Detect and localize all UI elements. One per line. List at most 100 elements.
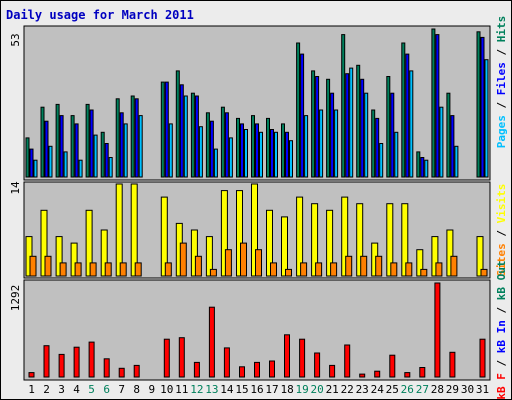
files-bar [29,148,34,178]
visits-bar [115,183,123,277]
visits-bar [100,229,108,277]
legend-sites: Sites [495,243,508,276]
top-side-legend: Pages / Files / Hits [495,16,508,149]
hits-bar [100,131,105,178]
x-tick-label: 21 [326,383,339,396]
visits-bar [386,203,394,277]
x-axis-labels: 1 2 3 4 5 6 7 8 9 10 11 12 13 14 15 16 17 18 19 20 21 22 23 24 2… [28,383,489,396]
legend-sep: / [495,353,508,373]
hits-bar [130,95,135,178]
files-bar [44,120,49,178]
pages-bar [289,140,293,178]
kb-in-bar [404,372,411,378]
sites-bar [390,262,398,277]
hits-bar [85,103,90,178]
hits-bar [281,123,285,178]
legend-sep: / [495,300,508,320]
kb-in-bar [434,282,441,378]
visits-bar [40,209,48,277]
legend-sep: / [495,95,508,115]
hits-bar [266,117,270,178]
visits-bar [205,236,213,277]
visits-bar [401,203,409,277]
pages-bar [63,151,68,178]
files-bar [255,123,259,178]
visits-bar [220,190,228,277]
hits-bar [476,31,481,178]
legend-pages: Pages [495,115,508,148]
legend-kb-f: kB F [495,373,508,400]
sites-bar [330,262,338,277]
kb-in-bar [193,361,200,378]
middle-side-legend: Sites / Visits [495,184,508,277]
hits-bar [431,28,436,178]
kb-in-bar [449,351,456,378]
hits-bar [341,34,346,178]
sites-bar [104,262,112,277]
x-tick-label: 9 [148,383,155,396]
x-tick-label: 26 [401,383,414,396]
files-bar [360,78,365,178]
hits-bar [220,106,225,178]
files-bar [179,84,184,178]
kb-in-bar [133,364,140,378]
pages-bar [244,129,248,178]
sites-bar [450,255,458,277]
files-bar [119,112,124,178]
files-bar [270,129,274,178]
bottom-y-max-label: 1292 [9,285,22,312]
files-bar [345,73,350,178]
visits-bar [266,209,273,277]
hits-bar [251,115,255,178]
pages-bar [108,157,113,178]
sites-bar [224,249,232,277]
hits-bar [190,92,195,178]
chart-title: Daily usage for March 2011 [6,8,194,22]
visits-bar [326,209,334,277]
x-tick-label: 3 [58,383,65,396]
bottom-bars-group [28,282,486,378]
sites-bar [345,255,353,277]
files-bar [164,81,169,178]
pages-bar [198,126,203,178]
x-tick-label: 20 [310,383,323,396]
visits-bar [431,236,439,277]
pages-bar [274,131,278,178]
pages-bar [319,109,324,178]
pages-bar [93,134,98,178]
pages-bar [168,123,173,178]
hits-bar [416,151,421,178]
files-bar [134,98,139,178]
kb-in-bar [479,338,486,378]
hits-bar [371,109,376,178]
legend-kb-in: kB In [495,320,508,353]
files-bar [450,115,455,178]
hits-bar [70,115,75,178]
pages-bar [424,159,429,178]
files-bar [59,115,64,178]
hits-bar [326,78,331,178]
x-tick-label: 28 [431,383,444,396]
pages-bar [364,92,369,178]
sites-bar [285,268,292,277]
x-tick-label: 15 [235,383,248,396]
kb-in-bar [239,366,245,378]
kb-in-bar [103,358,110,378]
x-tick-label: 22 [341,383,354,396]
hits-bar [296,42,301,178]
kb-in-bar [28,372,35,378]
sites-bar [300,262,308,277]
files-bar [480,36,485,178]
x-tick-label: 6 [103,383,110,396]
kb-in-bar [299,338,306,378]
kb-in-bar [118,367,125,378]
pages-bar [484,59,489,178]
sites-bar [89,262,97,277]
sites-bar [59,262,67,277]
sites-bar [435,262,443,277]
hits-bar [446,92,451,178]
hits-bar [401,42,406,178]
visits-bar [85,209,93,277]
files-bar [224,112,229,178]
